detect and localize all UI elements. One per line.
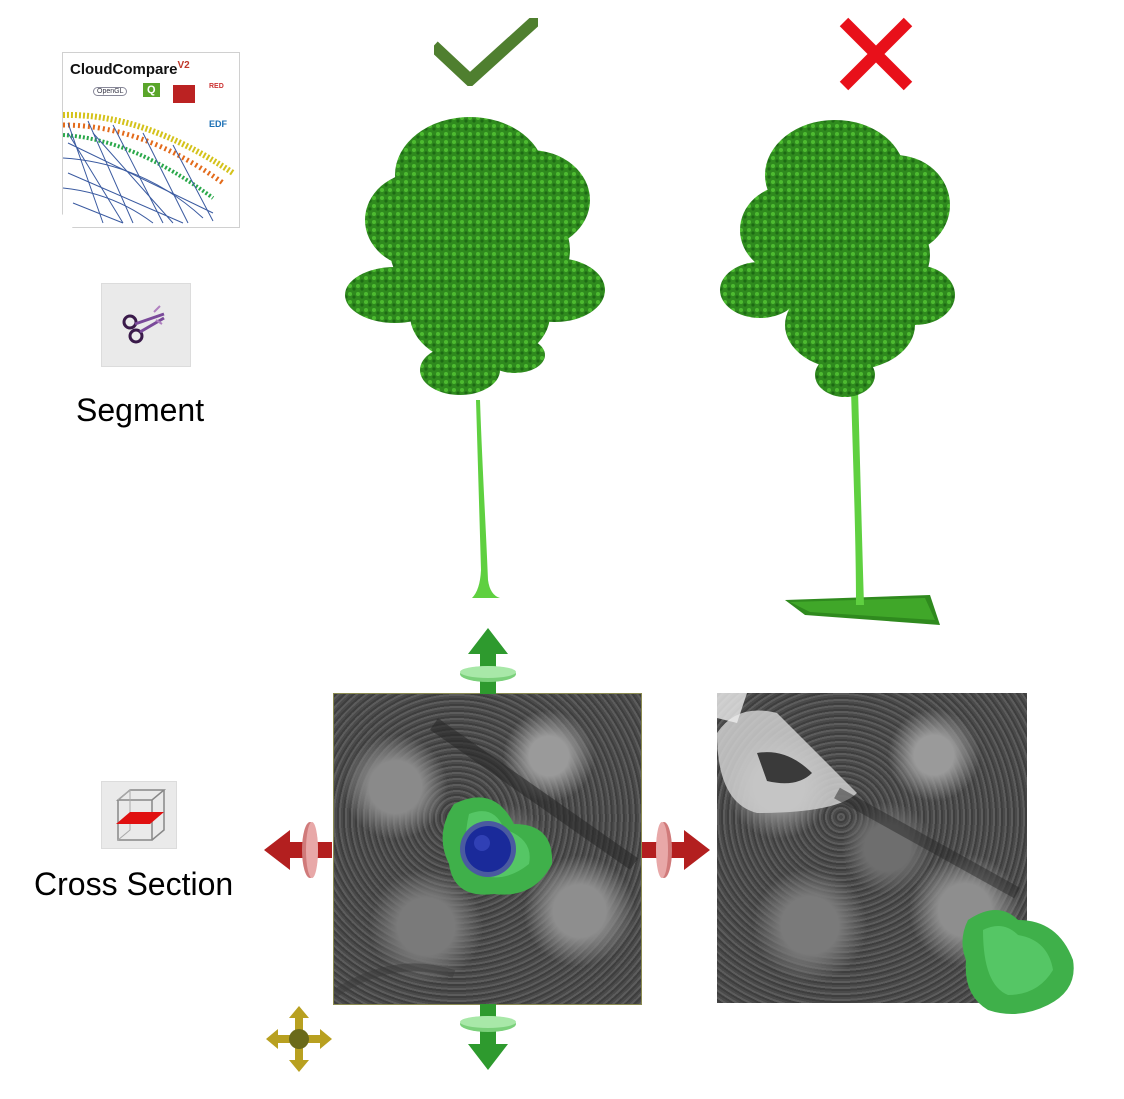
terrain-texture — [334, 718, 639, 998]
opengl-badge: OpenGL — [93, 87, 128, 96]
logo-title-text: CloudCompare — [70, 61, 178, 78]
misaligned-tree-canopy — [962, 910, 1074, 1014]
cloudcompare-logo: CloudCompareV2 OpenGL Q RED EDF — [62, 52, 240, 228]
cross-section-tool-button[interactable] — [101, 781, 177, 849]
segment-label: Segment — [76, 392, 205, 428]
arrow-down-handle[interactable] — [458, 1002, 518, 1072]
telecom-badge — [173, 85, 195, 103]
cross-section-box-icon — [115, 788, 167, 841]
edf-badge: EDF — [209, 119, 227, 129]
x-mark-icon — [839, 17, 913, 91]
center-sphere-handle[interactable] — [458, 819, 518, 879]
qt-badge: Q — [143, 83, 160, 97]
arrow-left-handle[interactable] — [262, 820, 334, 880]
arrow-right-handle[interactable] — [640, 820, 712, 880]
point-cloud-dome-icon — [63, 111, 235, 224]
arrow-up-handle[interactable] — [458, 626, 518, 696]
checkmark-icon — [434, 18, 538, 86]
move-cross-icon[interactable] — [264, 1004, 334, 1074]
scissors-icon — [122, 305, 165, 344]
logo-version: V2 — [177, 60, 190, 71]
tree-segmented-correct — [345, 117, 605, 598]
cross-section-label: Cross Section — [34, 866, 234, 902]
red-badge: RED — [209, 83, 224, 90]
logo-title: CloudCompareV2 — [70, 60, 190, 78]
terrain-texture-right — [717, 693, 1020, 899]
tree-segmented-incorrect — [720, 120, 955, 625]
segment-tool-button[interactable] — [101, 283, 191, 367]
cross-section-view-correct[interactable] — [333, 693, 642, 1005]
